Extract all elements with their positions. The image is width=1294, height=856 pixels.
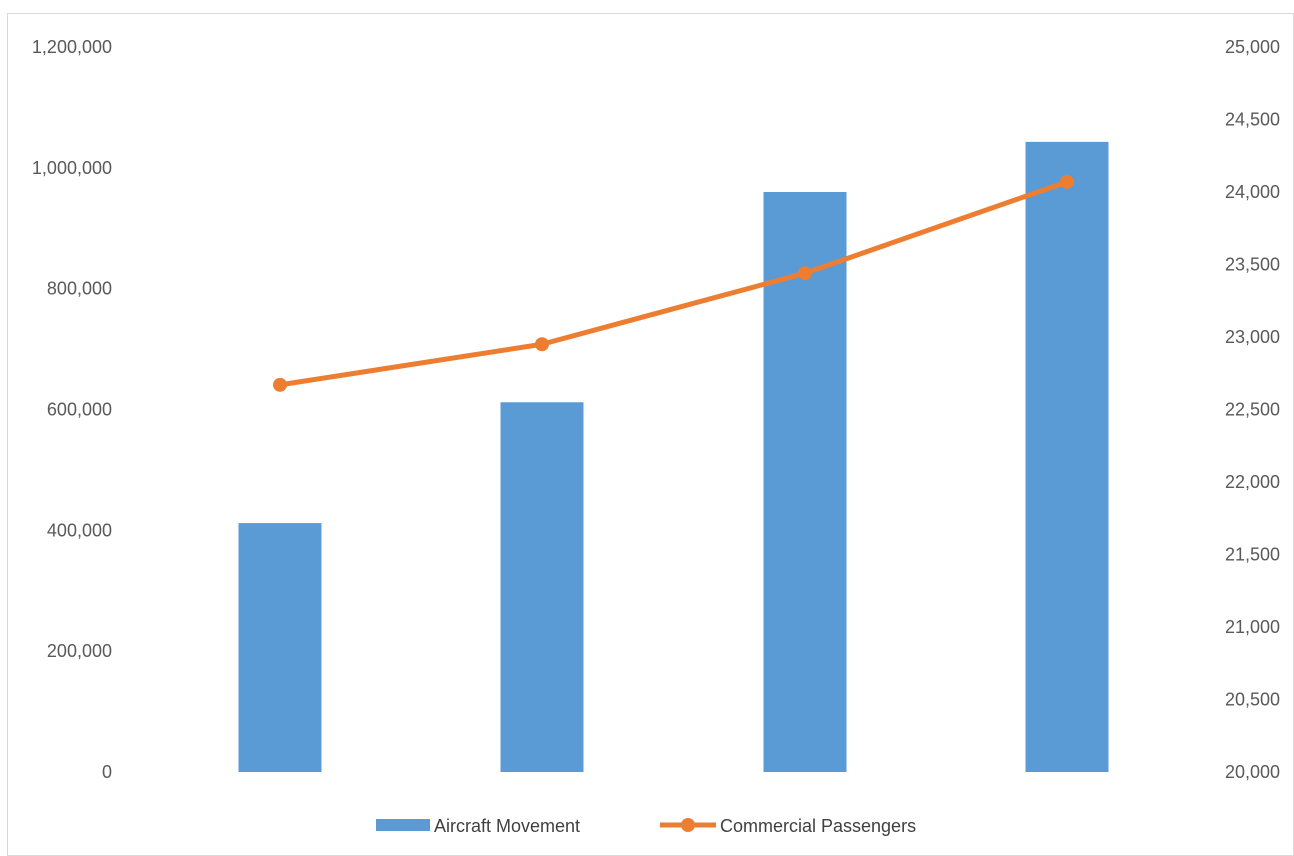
left-axis-tick-label: 400,000 (47, 520, 112, 540)
point-commercial-passengers (535, 337, 549, 352)
left-axis-tick-label: 600,000 (47, 400, 112, 420)
left-axis-ticks: 0 200,000 400,000 600,000 800,000 1,000,000 1,… (32, 37, 112, 782)
bar-aircraft-movement (763, 192, 847, 772)
right-axis-tick-label: 25,000 (1225, 37, 1280, 57)
bar-aircraft-movement (500, 402, 584, 772)
right-axis-tick-label: 23,000 (1225, 327, 1280, 347)
line-group (273, 174, 1074, 392)
right-axis-tick-label: 23,500 (1225, 255, 1280, 275)
line-commercial-passengers (277, 179, 1070, 388)
right-axis-tick-label: 21,000 (1225, 617, 1280, 637)
left-axis-tick-label: 800,000 (47, 279, 112, 299)
right-axis-tick-label: 22,000 (1225, 472, 1280, 492)
right-axis-tick-label: 20,000 (1225, 762, 1280, 782)
right-axis-tick-label: 24,500 (1225, 110, 1280, 130)
point-commercial-passengers (1060, 174, 1074, 189)
right-axis-tick-label: 20,500 (1225, 690, 1280, 710)
legend-label-aircraft-movement: Aircraft Movement (434, 816, 580, 836)
left-axis-tick-label: 0 (102, 762, 112, 782)
legend-label-commercial-passengers: Commercial Passengers (720, 816, 916, 836)
left-axis-tick-label: 1,200,000 (32, 37, 112, 57)
right-axis-tick-label: 22,500 (1225, 400, 1280, 420)
point-commercial-passengers (273, 377, 287, 392)
bars-group (238, 141, 1109, 772)
legend: Aircraft Movement Commercial Passengers (376, 816, 916, 836)
right-axis-ticks: 20,000 20,500 21,000 21,500 22,000 22,500 23,0… (1225, 37, 1280, 782)
left-axis-tick-label: 200,000 (47, 641, 112, 661)
right-axis-tick-label: 24,000 (1225, 182, 1280, 202)
point-commercial-passengers (798, 266, 812, 281)
left-axis-tick-label: 1,000,000 (32, 158, 112, 178)
legend-marker-commercial-passengers (681, 818, 695, 832)
bar-aircraft-movement (238, 523, 322, 772)
legend-swatch-aircraft-movement (376, 819, 430, 831)
bar-aircraft-movement (1025, 141, 1109, 772)
right-axis-tick-label: 21,500 (1225, 545, 1280, 565)
